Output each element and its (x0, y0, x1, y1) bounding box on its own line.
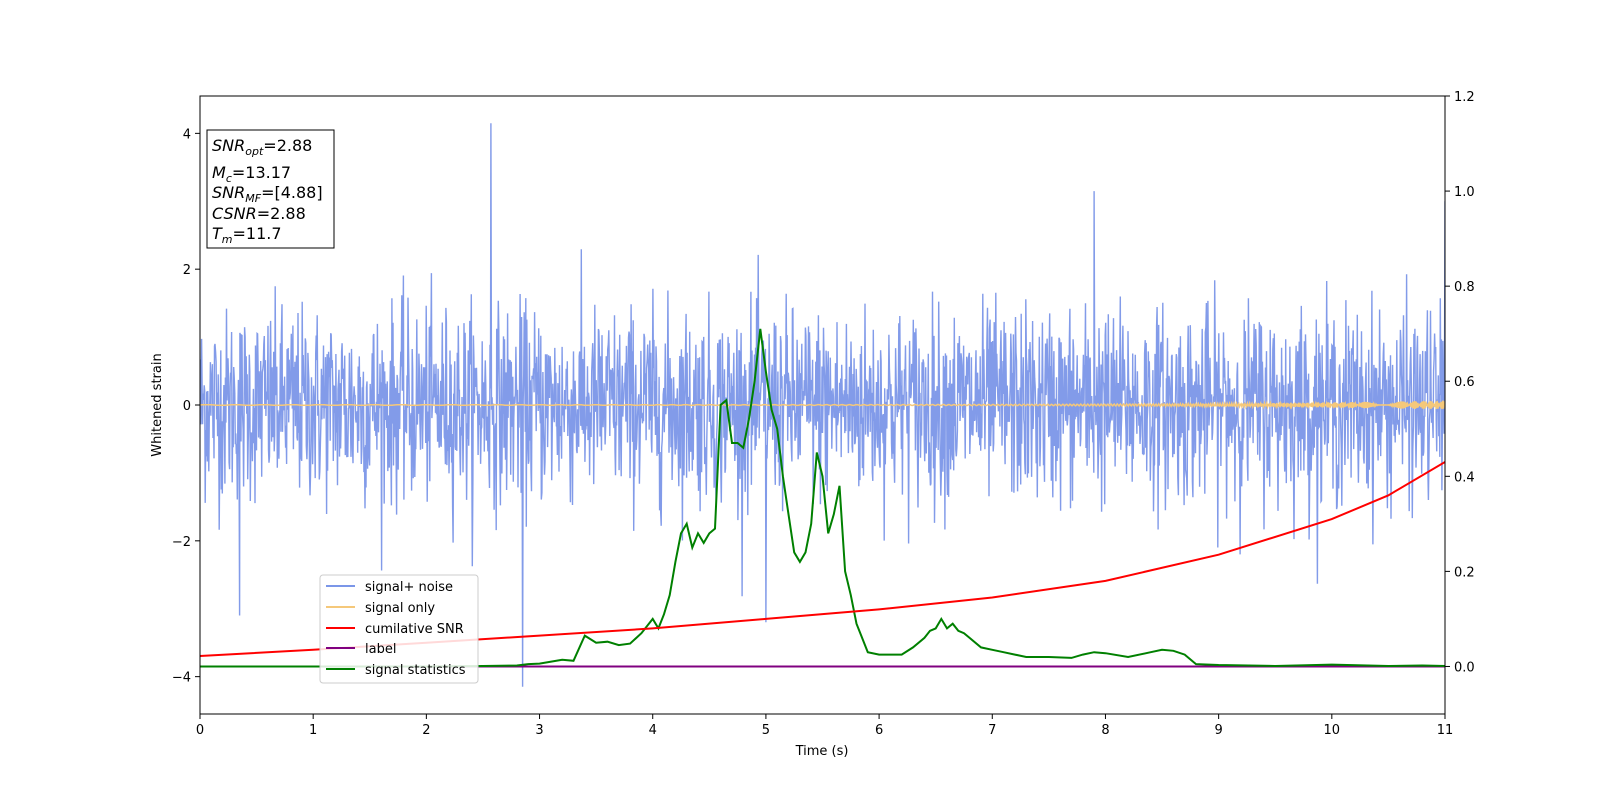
x-tick-label: 4 (649, 723, 657, 738)
annotation-csnr: CSNR=2.88 (212, 204, 306, 223)
y2-tick-label: 0.0 (1454, 660, 1475, 675)
x-tick-label: 6 (875, 723, 883, 738)
y-axis-label: Whitened strain (150, 353, 165, 456)
annotation-tm: Tm=11.7 (212, 224, 282, 246)
series-signal-only (200, 400, 1445, 410)
y2-tick-label: 0.6 (1454, 375, 1475, 390)
y2-tick-label: 0.8 (1454, 280, 1475, 295)
x-tick-label: 5 (762, 723, 770, 738)
x-tick-label: 1 (309, 723, 317, 738)
x-tick-label: 8 (1101, 723, 1109, 738)
y-tick-label: 4 (183, 127, 191, 142)
y-tick-label: 2 (183, 263, 191, 278)
legend-label-cumulative-snr: cumilative SNR (365, 622, 464, 637)
legend-frame (319, 574, 479, 684)
y-tick-label: −2 (172, 535, 191, 550)
annotation-frame (206, 129, 335, 249)
annotation-snr-mf: SNRMF=[4.88] (212, 183, 323, 205)
annotation-snr-opt: SNRopt=2.88 (212, 136, 312, 158)
y-tick-label: −4 (172, 671, 191, 686)
x-tick-label: 7 (988, 723, 996, 738)
x-tick-label: 9 (1214, 723, 1222, 738)
x-tick-label: 0 (196, 723, 204, 738)
series-signal-noise (200, 123, 1445, 687)
legend: signal+ noise signal only cumilative SNR… (319, 574, 479, 684)
annotation-mc: Mc=13.17 (212, 163, 291, 185)
x-axis-ticks: 0 1 2 3 4 5 6 7 8 9 10 11 (196, 714, 1453, 738)
y2-axis-ticks: 1.2 1.0 0.8 0.6 0.4 0.2 0.0 (1445, 90, 1475, 675)
x-axis-label: Time (s) (795, 744, 849, 759)
y2-tick-label: 0.2 (1454, 565, 1475, 580)
legend-label-signal-noise: signal+ noise (365, 580, 453, 595)
x-tick-label: 10 (1324, 723, 1341, 738)
y2-tick-label: 0.4 (1454, 470, 1475, 485)
y2-tick-label: 1.0 (1454, 185, 1475, 200)
y-axis-ticks: 4 2 0 −2 −4 (172, 127, 200, 686)
legend-label-signal-statistics: signal statistics (365, 663, 466, 678)
x-tick-label: 11 (1437, 723, 1454, 738)
stats-annotation-box: SNRopt=2.88 Mc=13.17 SNRMF=[4.88] CSNR=2… (206, 129, 335, 249)
x-tick-label: 2 (422, 723, 430, 738)
series-signal-statistics (200, 328, 1445, 668)
y-tick-label: 0 (183, 399, 191, 414)
legend-label-label: label (365, 642, 396, 657)
x-tick-label: 3 (535, 723, 543, 738)
y2-tick-label: 1.2 (1454, 90, 1475, 105)
legend-label-signal-only: signal only (365, 601, 435, 616)
